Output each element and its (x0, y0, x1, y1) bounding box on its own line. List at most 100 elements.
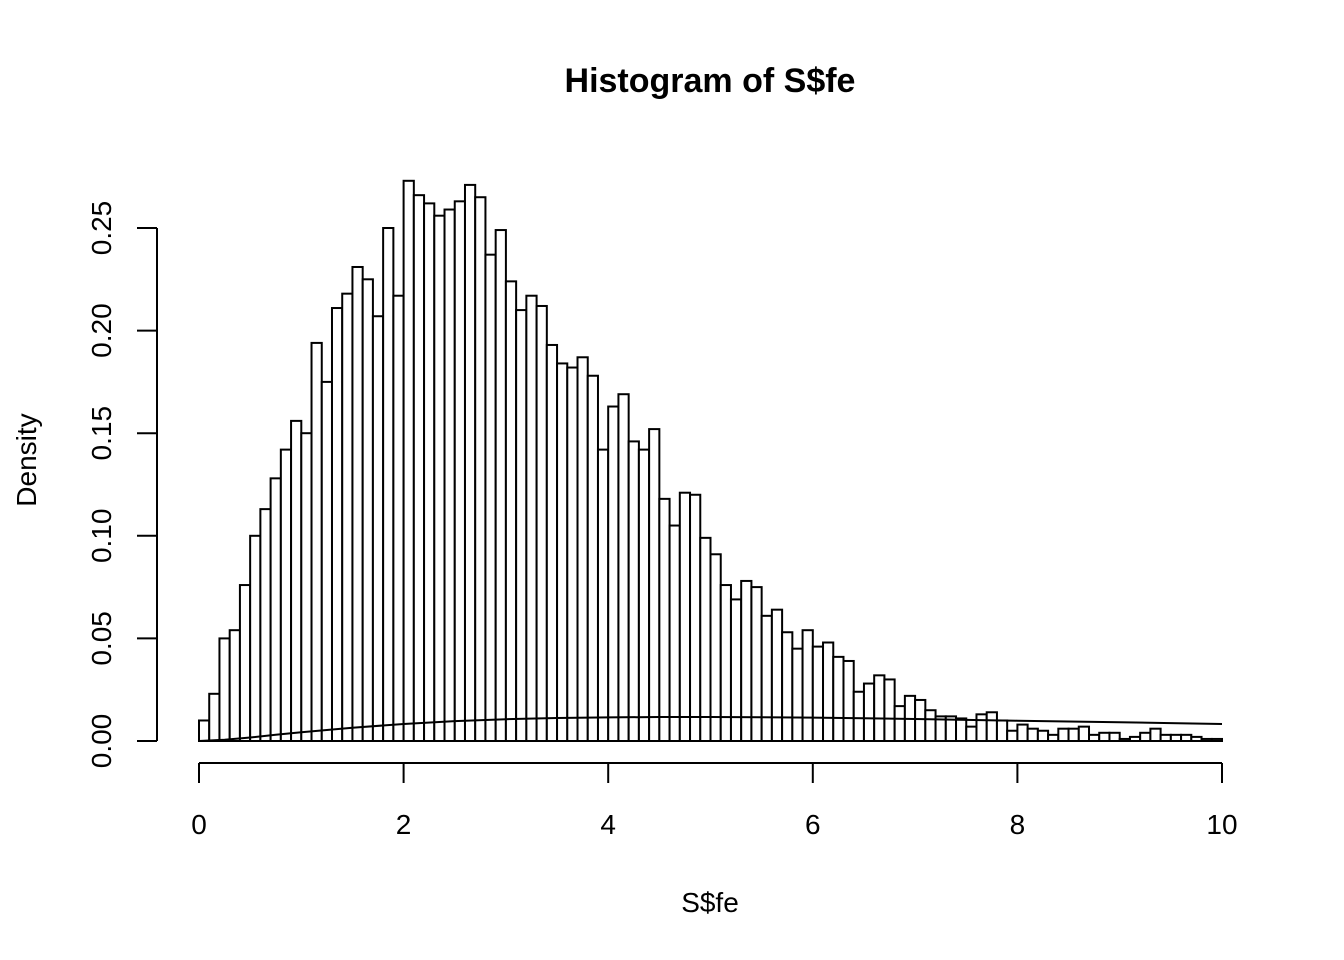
histogram-bar (361, 278, 374, 742)
histogram-bar (770, 608, 784, 742)
histogram-bar (1159, 733, 1172, 742)
histogram-bar (494, 229, 507, 742)
histogram-bar (279, 448, 293, 742)
histogram-bar (760, 614, 773, 742)
histogram-bar (975, 713, 988, 742)
histogram-bar (781, 631, 794, 743)
y-axis: 0.00 0.05 0.10 0.15 0.20 0.25 (86, 201, 158, 769)
histogram-bar (801, 629, 814, 743)
y-tick-label: 0.10 (86, 509, 117, 564)
histogram-bar (423, 202, 436, 743)
histogram-bar (1098, 731, 1111, 742)
histogram-bar (1026, 727, 1039, 742)
histogram-bar (883, 678, 896, 743)
x-axis-label: S$fe (681, 887, 739, 918)
histogram-bar (1200, 737, 1213, 742)
histogram-bar (1139, 731, 1152, 742)
histogram-bar (443, 208, 456, 743)
y-axis-label: Density (11, 413, 42, 506)
y-tick-label: 0.20 (86, 303, 117, 358)
histogram-bar (924, 709, 937, 742)
histogram-bar (249, 534, 262, 742)
histogram-bar (1047, 733, 1060, 742)
histogram-bar (709, 553, 722, 742)
histogram-bar (699, 536, 712, 742)
histogram-bar (955, 717, 968, 742)
histogram-bar (873, 674, 886, 742)
histogram-bar (566, 366, 579, 742)
histogram-bar (627, 440, 640, 742)
histogram-bar (668, 524, 681, 742)
histogram-bar (1128, 735, 1142, 742)
histogram-bar (382, 227, 395, 742)
histogram-bar (463, 183, 477, 742)
x-tick-label: 6 (805, 809, 821, 840)
histogram-bar (474, 196, 487, 743)
histogram-bar (310, 341, 323, 742)
y-tick-label: 0.05 (86, 611, 117, 666)
histogram-bar (832, 655, 845, 742)
histogram-bar (238, 584, 252, 742)
histogram-bar (525, 294, 538, 742)
histogram-bar (985, 711, 998, 742)
histogram-bar (1169, 733, 1183, 742)
histogram-bar (842, 659, 855, 742)
histogram-bar (1190, 735, 1203, 742)
histogram-bar (596, 448, 610, 742)
histogram-bar (341, 292, 354, 742)
histogram-bar (290, 419, 303, 742)
histogram-bar (607, 405, 620, 742)
histogram-bar (1180, 733, 1193, 742)
histogram-bar (893, 705, 906, 743)
histogram-bar (658, 497, 671, 743)
histogram-bar (351, 265, 364, 742)
histogram-bar (586, 374, 599, 742)
histogram-bars (198, 179, 1224, 743)
histogram-bar (535, 304, 548, 742)
x-axis: 0 2 4 6 8 10 (191, 762, 1238, 840)
histogram-bar (228, 629, 241, 743)
histogram-bar (453, 200, 466, 743)
histogram-bar (269, 477, 282, 742)
histogram-bar (545, 343, 559, 742)
histogram-bar (1057, 727, 1070, 742)
histogram-bar (1036, 729, 1050, 742)
histogram-bar (1016, 723, 1029, 742)
histogram-bar (914, 698, 927, 743)
x-tick-label: 8 (1010, 809, 1026, 840)
histogram-bar (637, 448, 651, 742)
histogram-bar (689, 493, 702, 743)
histogram-bar (433, 214, 446, 743)
density-curve (198, 716, 1223, 742)
histogram-bar (392, 294, 405, 742)
histogram-bar (330, 307, 344, 742)
chart-title: Histogram of S$fe (565, 62, 856, 100)
histogram-bar (208, 692, 221, 743)
histogram-bar (556, 362, 569, 742)
x-tick-label: 4 (600, 809, 616, 840)
y-tick-label: 0.25 (86, 201, 117, 256)
histogram-bar (811, 645, 825, 742)
histogram-bar (320, 380, 333, 742)
histogram-bar (1108, 731, 1121, 742)
histogram-bar (1006, 729, 1019, 742)
histogram-bar (218, 637, 231, 743)
histogram-bar (412, 194, 426, 742)
y-tick-label: 0.00 (86, 714, 117, 769)
histogram-bar (515, 309, 528, 742)
histogram-bar (484, 253, 497, 742)
histogram-bar (504, 280, 518, 742)
histogram-bar (1067, 727, 1080, 742)
histogram-bar (198, 719, 211, 742)
histogram-bar (995, 719, 1009, 742)
histogram-bar (402, 179, 415, 742)
histogram-bar (791, 647, 804, 742)
histogram-bar (678, 491, 692, 743)
x-tick-label: 0 (191, 809, 207, 840)
y-tick-label: 0.15 (86, 406, 117, 461)
histogram-bar (1088, 733, 1101, 742)
histogram-bar (1118, 737, 1131, 742)
histogram-bar (862, 682, 876, 743)
histogram-bar (371, 315, 385, 742)
